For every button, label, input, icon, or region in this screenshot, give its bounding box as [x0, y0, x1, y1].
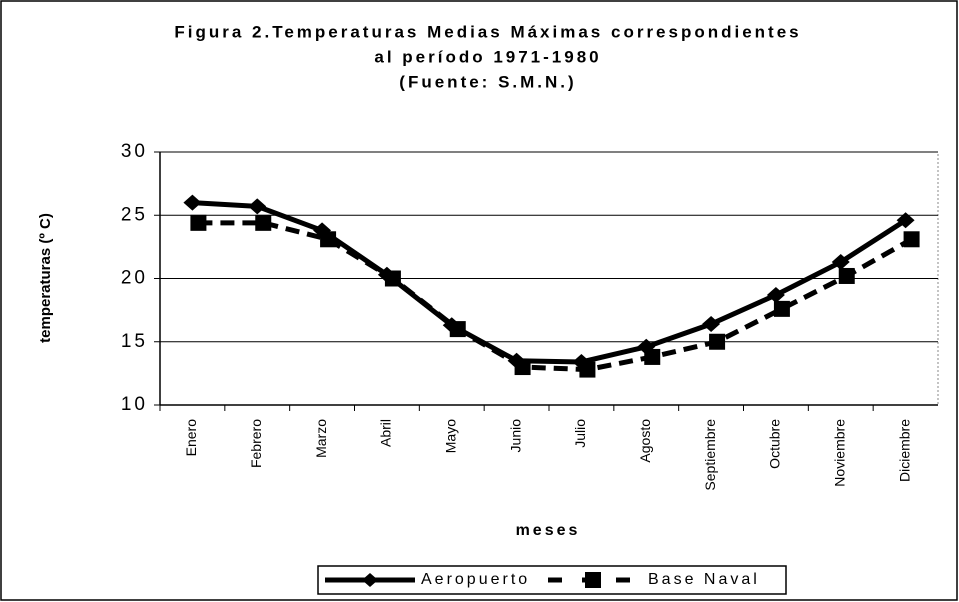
diamond-marker [831, 254, 850, 271]
legend-marker [585, 572, 601, 588]
x-tick-label: Agosto [637, 419, 653, 463]
x-axis-label: meses [516, 522, 581, 539]
square-marker [838, 267, 855, 284]
diamond-marker [702, 316, 721, 333]
x-tick-label: Junio [507, 419, 523, 453]
legend-label: Aeropuerto [421, 571, 530, 588]
diamond-marker [896, 212, 915, 229]
x-tick-label: Septiembre [702, 419, 718, 491]
square-marker [255, 214, 272, 231]
y-tick-label: 20 [121, 268, 148, 289]
x-tick-label: Febrero [248, 419, 264, 468]
x-tick-label: Octubre [767, 419, 783, 469]
square-marker [644, 348, 661, 365]
y-axis-label: temperaturas (º C) [37, 213, 54, 343]
square-marker [903, 231, 920, 248]
y-tick-label: 10 [121, 394, 148, 415]
chart-title: Figura 2.Temperaturas Medias Máximas cor… [174, 22, 801, 41]
square-marker [320, 231, 337, 248]
square-marker [514, 359, 531, 376]
square-marker [190, 214, 207, 231]
square-marker [709, 333, 726, 350]
diamond-marker [766, 286, 785, 303]
chart-title: al período 1971-1980 [374, 47, 601, 66]
x-tick-label: Mayo [442, 419, 458, 453]
square-marker [384, 270, 401, 287]
y-tick-label: 25 [121, 204, 148, 225]
square-marker [579, 361, 596, 378]
y-tick-label: 15 [121, 331, 148, 352]
x-tick-label: Diciembre [896, 419, 912, 482]
square-marker [773, 300, 790, 317]
x-tick-label: Julio [572, 419, 588, 448]
series-line [198, 220, 913, 373]
chart-title: (Fuente: S.M.N.) [399, 72, 576, 91]
x-tick-label: Noviembre [831, 419, 847, 487]
series-line [192, 200, 907, 365]
legend-marker [362, 573, 378, 587]
legend-label: Base Naval [648, 571, 760, 588]
y-tick-label: 30 [121, 141, 148, 162]
square-marker [449, 321, 466, 338]
x-tick-label: Abril [378, 419, 394, 447]
x-tick-label: Marzo [313, 419, 329, 458]
diamond-marker [248, 198, 267, 215]
diamond-marker [183, 194, 202, 211]
x-tick-label: Enero [183, 419, 199, 457]
